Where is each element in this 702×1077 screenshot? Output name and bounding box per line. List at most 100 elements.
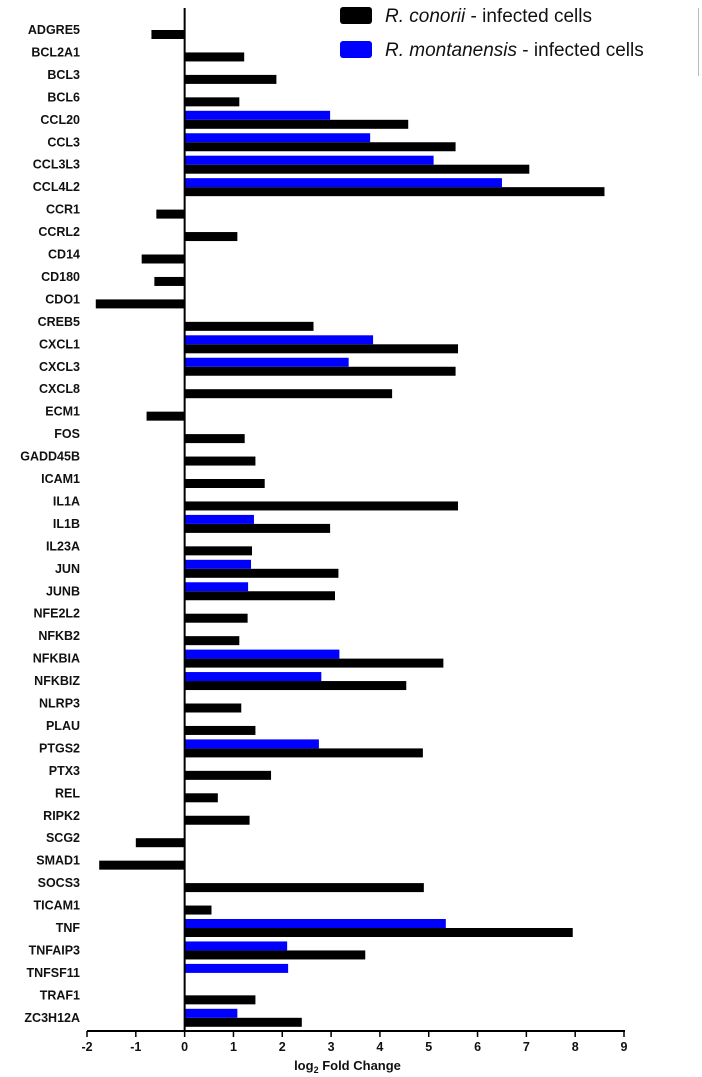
category-label-creb5: CREB5 <box>38 315 80 329</box>
category-label-adgre5: ADGRE5 <box>28 23 80 37</box>
category-label-tnf: TNF <box>56 921 81 935</box>
category-label-fos: FOS <box>54 427 80 441</box>
bar-r-montanensis-nfkbia <box>184 649 340 659</box>
legend-species-r-montanensis: R. montanensis <box>385 40 518 61</box>
x-tick-label: 7 <box>523 1040 530 1054</box>
bar-r-montanensis-nfkbiz <box>184 672 322 682</box>
bar-r-montanensis-tnfsf11 <box>184 963 289 973</box>
category-label-plau: PLAU <box>46 719 80 733</box>
bar-r-montanensis-zc3h12a <box>184 1008 238 1018</box>
bar-r-conorii-traf1 <box>184 995 256 1005</box>
window-edge-line <box>698 8 699 76</box>
category-label-scg2: SCG2 <box>46 831 80 845</box>
bar-r-conorii-ripk2 <box>184 815 250 825</box>
legend-swatch-r-montanensis <box>340 41 372 58</box>
category-label-traf1: TRAF1 <box>40 988 80 1002</box>
category-label-gadd45b: GADD45B <box>20 450 80 464</box>
category-label-jun: JUN <box>55 562 80 576</box>
category-label-cd14: CD14 <box>48 248 80 262</box>
category-label-cxcl1: CXCL1 <box>39 337 80 351</box>
category-label-ccl3: CCL3 <box>47 135 80 149</box>
bar-r-conorii-ticam1 <box>184 905 212 915</box>
bar-r-montanensis-cxcl1 <box>184 335 374 345</box>
bar-r-montanensis-jun <box>184 559 252 569</box>
x-axis-label-subscript: 2 <box>314 1065 319 1075</box>
x-tick-label: 8 <box>572 1040 579 1054</box>
category-label-ccl3l3: CCL3L3 <box>33 158 80 172</box>
category-label-il1a: IL1A <box>53 494 80 508</box>
bar-r-conorii-ptgs2 <box>184 748 423 758</box>
category-label-ecm1: ECM1 <box>45 405 80 419</box>
category-label-ripk2: RIPK2 <box>43 809 80 823</box>
bar-r-conorii-nfe2l2 <box>184 613 248 623</box>
x-axis-label-rest: Fold Change <box>319 1058 401 1073</box>
bar-r-conorii-ecm1 <box>146 411 185 421</box>
bar-r-conorii-il23a <box>184 546 253 556</box>
bar-r-conorii-socs3 <box>184 883 424 893</box>
bar-r-montanensis-ptgs2 <box>184 739 319 749</box>
category-label-zc3h12a: ZC3H12A <box>24 1011 80 1025</box>
bar-r-conorii-cxcl3 <box>184 366 456 376</box>
bar-r-conorii-bcl3 <box>184 74 277 84</box>
bar-r-montanensis-ccl20 <box>184 110 331 120</box>
category-label-ccr1: CCR1 <box>46 203 80 217</box>
axes-group <box>86 8 625 1037</box>
bar-r-conorii-zc3h12a <box>184 1017 302 1027</box>
bar-r-conorii-junb <box>184 591 335 601</box>
category-label-smad1: SMAD1 <box>36 854 80 868</box>
bar-r-conorii-ptx3 <box>184 770 272 780</box>
legend-swatch-r-conorii <box>340 7 372 24</box>
bar-r-conorii-fos <box>184 434 245 444</box>
bar-r-conorii-ccl4l2 <box>184 187 605 197</box>
category-labels: ADGRE5 BCL2A1 BCL3 BCL6 CCL20 CCL3 CCL3L3 CCL4L… <box>20 23 80 1025</box>
category-label-ccrl2: CCRL2 <box>38 225 80 239</box>
category-label-ccl20: CCL20 <box>40 113 80 127</box>
bar-r-conorii-adgre5 <box>151 30 185 39</box>
x-tick-label: 9 <box>621 1040 628 1054</box>
x-tick-label: 0 <box>181 1040 188 1054</box>
category-label-ptx3: PTX3 <box>49 764 80 778</box>
category-label-nlrp3: NLRP3 <box>39 697 80 711</box>
category-label-cd180: CD180 <box>41 270 80 284</box>
bar-r-montanensis-cxcl3 <box>184 357 349 367</box>
category-label-icam1: ICAM1 <box>41 472 80 486</box>
category-label-nfkbiz: NFKBIZ <box>34 674 80 688</box>
bar-r-conorii-creb5 <box>184 321 314 331</box>
bar-r-conorii-ccl3l3 <box>184 164 530 174</box>
bar-r-conorii-ccl3 <box>184 142 456 152</box>
x-tick-label: 3 <box>328 1040 335 1054</box>
category-label-il1b: IL1B <box>53 517 80 531</box>
bar-r-conorii-nfkbiz <box>184 681 407 691</box>
bar-r-conorii-rel <box>184 793 218 803</box>
x-tick-label: -1 <box>130 1040 141 1054</box>
bar-r-conorii-il1b <box>184 523 331 533</box>
x-tick-label: 5 <box>425 1040 432 1054</box>
category-label-socs3: SOCS3 <box>38 876 80 890</box>
category-label-tnfaip3: TNFAIP3 <box>29 943 80 957</box>
legend-entry-r-montanensis: R. montanensis - infected cells <box>385 40 644 61</box>
bar-r-montanensis-il1b <box>184 514 254 524</box>
bar-r-conorii-ccr1 <box>156 209 185 219</box>
category-label-junb: JUNB <box>46 584 80 598</box>
bar-r-conorii-bcl2a1 <box>184 52 245 62</box>
category-label-cxcl3: CXCL3 <box>39 360 80 374</box>
x-tick-label: 4 <box>376 1040 383 1054</box>
bar-r-conorii-bcl6 <box>184 97 240 107</box>
legend-suffix-r-conorii: - infected cells <box>465 6 592 27</box>
bar-r-montanensis-tnfaip3 <box>184 941 288 951</box>
bar-r-montanensis-ccl3l3 <box>184 155 434 165</box>
bar-r-conorii-jun <box>184 568 339 578</box>
x-tick-label: -2 <box>81 1040 92 1054</box>
category-label-nfe2l2: NFE2L2 <box>33 607 80 621</box>
category-label-cxcl8: CXCL8 <box>39 382 80 396</box>
bar-r-conorii-tnf <box>184 928 573 937</box>
category-label-nfkbia: NFKBIA <box>33 652 80 666</box>
x-tick-label: 2 <box>279 1040 286 1054</box>
bar-r-conorii-cd14 <box>141 254 185 264</box>
category-label-tnfsf11: TNFSF11 <box>27 966 81 980</box>
bar-r-conorii-plau <box>184 725 256 735</box>
category-label-bcl6: BCL6 <box>47 90 80 104</box>
legend-species-r-conorii: R. conorii <box>385 6 466 27</box>
bar-r-conorii-gadd45b <box>184 456 256 466</box>
bar-r-conorii-cdo1 <box>95 299 185 309</box>
